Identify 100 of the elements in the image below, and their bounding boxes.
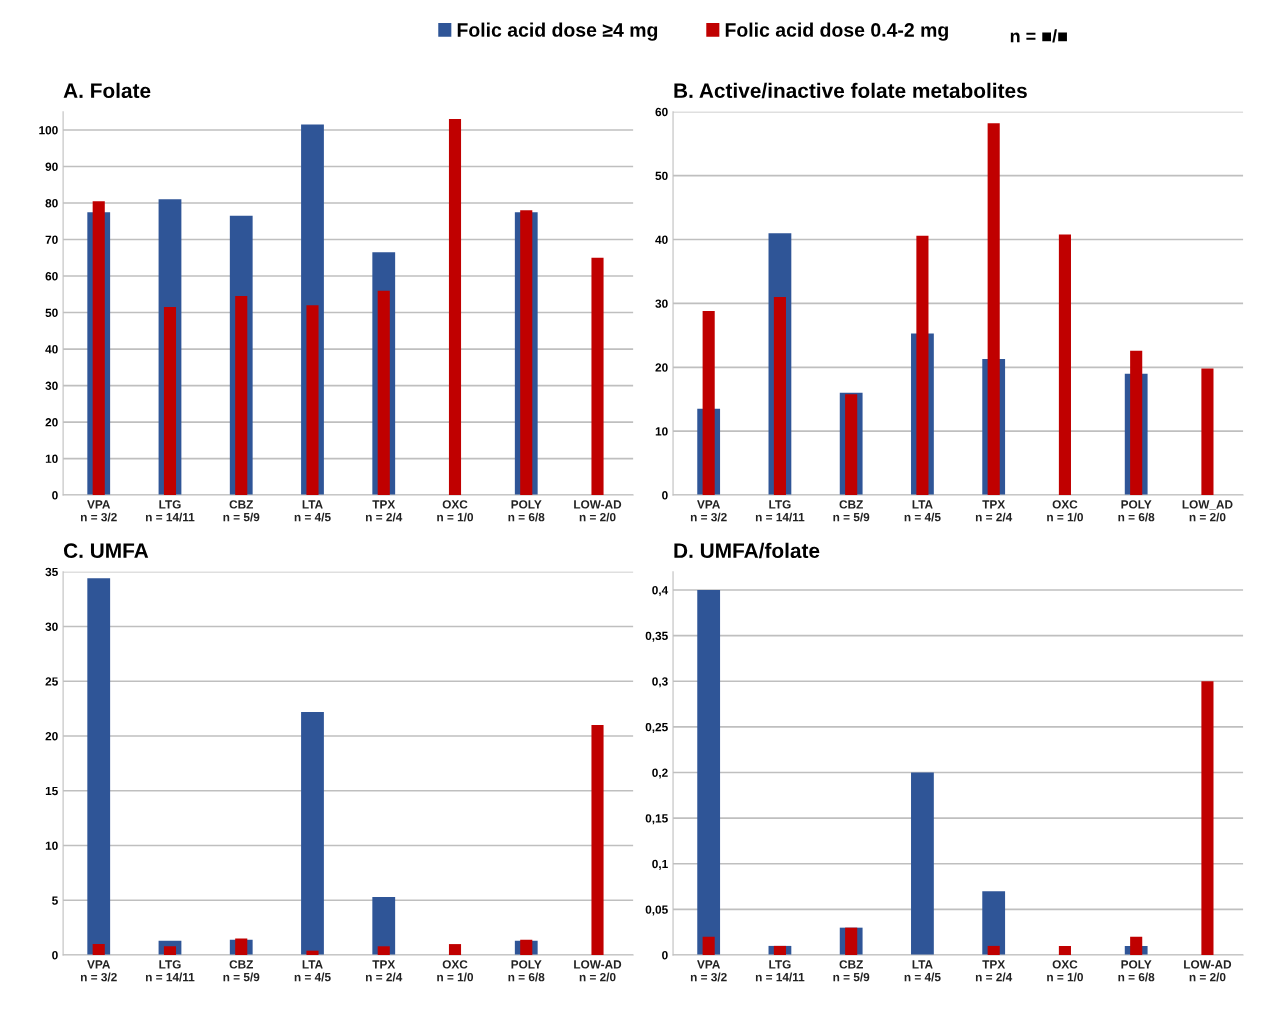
bar — [448, 119, 462, 496]
y-tick-label: 30 — [45, 381, 58, 390]
y-tick-label: 0 — [662, 491, 668, 500]
y-tick-label: 50 — [655, 171, 668, 181]
bar — [697, 589, 721, 956]
bar — [92, 944, 105, 956]
bar — [1058, 945, 1071, 956]
bar — [92, 201, 105, 496]
x-tick-label: TPX n = 2/4 — [365, 500, 403, 522]
x-tick-label: LOW-AD n = 2/0 — [1184, 960, 1232, 982]
x-tick-label: VPA n = 3/2 — [80, 500, 117, 522]
bar — [1130, 936, 1143, 956]
x-tick-label: VPA n = 3/2 — [690, 960, 727, 982]
x-tick-label: VPA n = 3/2 — [80, 960, 117, 982]
chart-title: B. Active/inactive folate metabolites — [674, 82, 1027, 99]
y-tick-label: 0 — [52, 951, 58, 960]
bar — [1201, 368, 1214, 496]
x-tick-label: LTG n = 14/11 — [755, 960, 805, 982]
y-tick-label: 20 — [45, 732, 58, 741]
bar — [306, 950, 319, 956]
bar — [702, 936, 715, 956]
y-tick-label: 60 — [45, 272, 58, 281]
x-tick-label: CBZ n = 5/9 — [833, 500, 870, 522]
y-tick-label: 0,25 — [645, 722, 668, 733]
bar — [773, 297, 786, 496]
y-tick-label: 50 — [45, 308, 58, 317]
x-tick-label: TPX n = 2/4 — [975, 500, 1013, 522]
bar — [235, 296, 248, 496]
legend-label: Folic acid dose 0.4-2 mg — [725, 22, 948, 41]
x-tick-label: LTA n = 4/5 — [294, 960, 331, 982]
y-tick-label: 0,35 — [645, 631, 668, 642]
x-tick-label: LTA n = 4/5 — [294, 500, 331, 522]
x-tick-label: LOW-AD n = 2/0 — [574, 960, 622, 982]
y-tick-label: 0 — [52, 491, 58, 500]
text: n = ■/■ — [1010, 29, 1067, 43]
y-tick-label: 80 — [45, 199, 58, 208]
x-tick-label: POLY n = 6/8 — [508, 960, 545, 982]
x-tick-label: OXC n = 1/0 — [437, 500, 474, 522]
x-tick-label: CBZ n = 5/9 — [223, 500, 260, 522]
bar — [377, 946, 390, 956]
chart-title: C. UMFA — [63, 543, 149, 559]
y-tick-label: 40 — [655, 235, 668, 244]
x-tick-label: VPA n = 3/2 — [690, 500, 727, 522]
x-tick-label: LTG n = 14/11 — [145, 960, 195, 982]
bar — [372, 897, 396, 956]
x-tick-label: LOW_AD n = 2/0 — [1182, 500, 1233, 522]
y-tick-label: 0,4 — [652, 586, 669, 597]
x-tick-label: LTA n = 4/5 — [904, 960, 941, 982]
chart-title: A. Folate — [63, 82, 151, 99]
bar — [987, 945, 1000, 956]
bar — [982, 891, 1006, 956]
y-tick-label: 10 — [655, 427, 668, 436]
x-tick-label: POLY n = 6/8 — [1118, 500, 1155, 522]
bar — [702, 311, 715, 496]
bar — [845, 394, 858, 496]
bar — [911, 772, 934, 956]
bar — [235, 938, 248, 956]
y-tick-label: 35 — [45, 567, 58, 577]
bar — [520, 210, 533, 496]
x-tick-label: POLY n = 6/8 — [508, 500, 545, 522]
x-tick-label: LOW-AD n = 2/0 — [574, 500, 622, 522]
x-tick-label: TPX n = 2/4 — [365, 960, 403, 982]
bar — [916, 235, 929, 496]
bar — [163, 946, 177, 956]
y-tick-label: 0,1 — [652, 859, 668, 870]
bar — [301, 711, 324, 956]
y-tick-label: 20 — [45, 418, 58, 427]
x-tick-label: CBZ n = 5/9 — [833, 960, 870, 982]
x-tick-label: OXC n = 1/0 — [1047, 960, 1083, 982]
y-tick-label: 0,05 — [645, 905, 668, 916]
x-tick-label: LTG n = 14/11 — [145, 500, 195, 522]
y-tick-label: 25 — [45, 677, 58, 686]
bar — [306, 305, 319, 496]
y-tick-label: 30 — [655, 299, 668, 308]
y-tick-label: 20 — [655, 363, 668, 372]
bar — [448, 944, 462, 956]
bar — [1058, 234, 1071, 496]
bar — [377, 290, 390, 496]
bar — [163, 307, 177, 496]
y-tick-label: 0 — [662, 951, 668, 960]
y-tick-label: 15 — [45, 786, 58, 796]
y-tick-label: 0,15 — [645, 814, 668, 825]
bar — [591, 257, 604, 496]
y-tick-label: 70 — [45, 235, 58, 244]
chart-title: D. UMFA/folate — [674, 542, 820, 559]
bar — [591, 725, 604, 956]
x-tick-label: CBZ n = 5/9 — [223, 960, 260, 982]
bar — [1201, 681, 1214, 956]
y-tick-label: 60 — [655, 107, 668, 117]
y-tick-label: 30 — [45, 622, 58, 631]
legend-label: Folic acid dose ≥4 mg — [457, 22, 658, 41]
bar — [87, 578, 111, 956]
bar — [520, 939, 533, 956]
x-tick-label: TPX n = 2/4 — [975, 960, 1013, 982]
x-tick-label: LTA n = 4/5 — [904, 500, 941, 522]
y-tick-label: 5 — [52, 896, 58, 905]
y-tick-label: 90 — [45, 162, 58, 171]
y-tick-label: 40 — [45, 345, 58, 354]
y-tick-label: 100 — [39, 126, 58, 135]
x-tick-label: POLY n = 6/8 — [1118, 960, 1155, 982]
